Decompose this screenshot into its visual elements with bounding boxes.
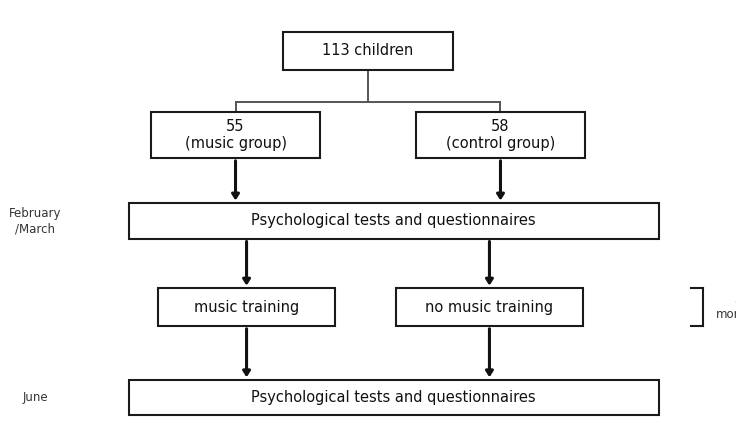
Text: 55
(music group): 55 (music group) — [185, 118, 286, 151]
FancyBboxPatch shape — [396, 288, 584, 326]
FancyBboxPatch shape — [129, 203, 659, 239]
Text: 58
(control group): 58 (control group) — [446, 118, 555, 151]
Text: February
/March: February /March — [9, 207, 62, 235]
FancyBboxPatch shape — [283, 32, 453, 69]
Text: 113 children: 113 children — [322, 43, 414, 58]
FancyBboxPatch shape — [151, 111, 320, 158]
Text: no music training: no music training — [425, 300, 553, 315]
Text: Psychological tests and questionnaires: Psychological tests and questionnaires — [252, 390, 536, 405]
FancyBboxPatch shape — [158, 288, 335, 326]
FancyBboxPatch shape — [129, 380, 659, 415]
Text: music training: music training — [194, 300, 300, 315]
FancyBboxPatch shape — [416, 111, 585, 158]
Text: Psychological tests and questionnaires: Psychological tests and questionnaires — [252, 213, 536, 229]
Text: 3
months: 3 months — [715, 293, 736, 321]
Text: June: June — [23, 391, 48, 404]
